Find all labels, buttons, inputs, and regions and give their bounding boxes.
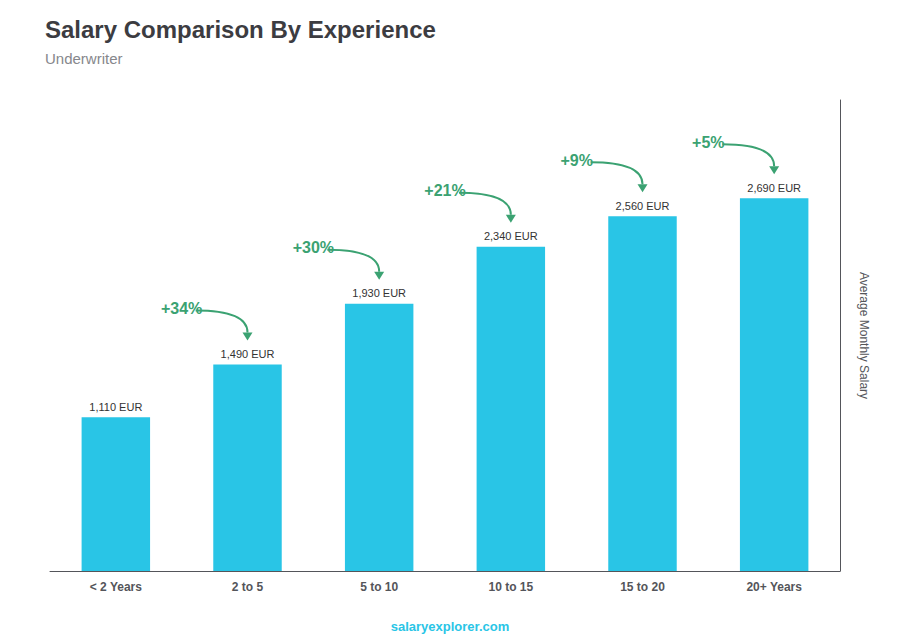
svg-text:salaryexplorer.com: salaryexplorer.com <box>391 619 510 634</box>
svg-text:Salary Comparison By Experienc: Salary Comparison By Experience <box>45 16 436 43</box>
svg-text:1,490 EUR: 1,490 EUR <box>221 348 275 360</box>
svg-text:1,930 EUR: 1,930 EUR <box>352 287 406 299</box>
svg-text:1,110 EUR: 1,110 EUR <box>89 401 142 413</box>
svg-text:Underwriter: Underwriter <box>45 50 123 67</box>
svg-text:10 to 15: 10 to 15 <box>488 580 533 594</box>
svg-text:15 to 20: 15 to 20 <box>620 580 665 594</box>
svg-text:+21%: +21% <box>424 182 465 199</box>
svg-text:+30%: +30% <box>293 239 334 256</box>
svg-text:+5%: +5% <box>692 134 724 151</box>
svg-text:5 to 10: 5 to 10 <box>360 580 398 594</box>
svg-text:+34%: +34% <box>161 300 202 317</box>
svg-text:2,690 EUR: 2,690 EUR <box>747 182 801 194</box>
svg-text:2,560 EUR: 2,560 EUR <box>616 200 670 212</box>
svg-text:+9%: +9% <box>560 152 592 169</box>
svg-text:< 2 Years: < 2 Years <box>90 580 142 594</box>
svg-text:20+ Years: 20+ Years <box>746 580 802 594</box>
svg-text:2,340 EUR: 2,340 EUR <box>484 230 538 242</box>
svg-text:Average Monthly Salary: Average Monthly Salary <box>857 272 871 399</box>
svg-text:2 to 5: 2 to 5 <box>232 580 264 594</box>
